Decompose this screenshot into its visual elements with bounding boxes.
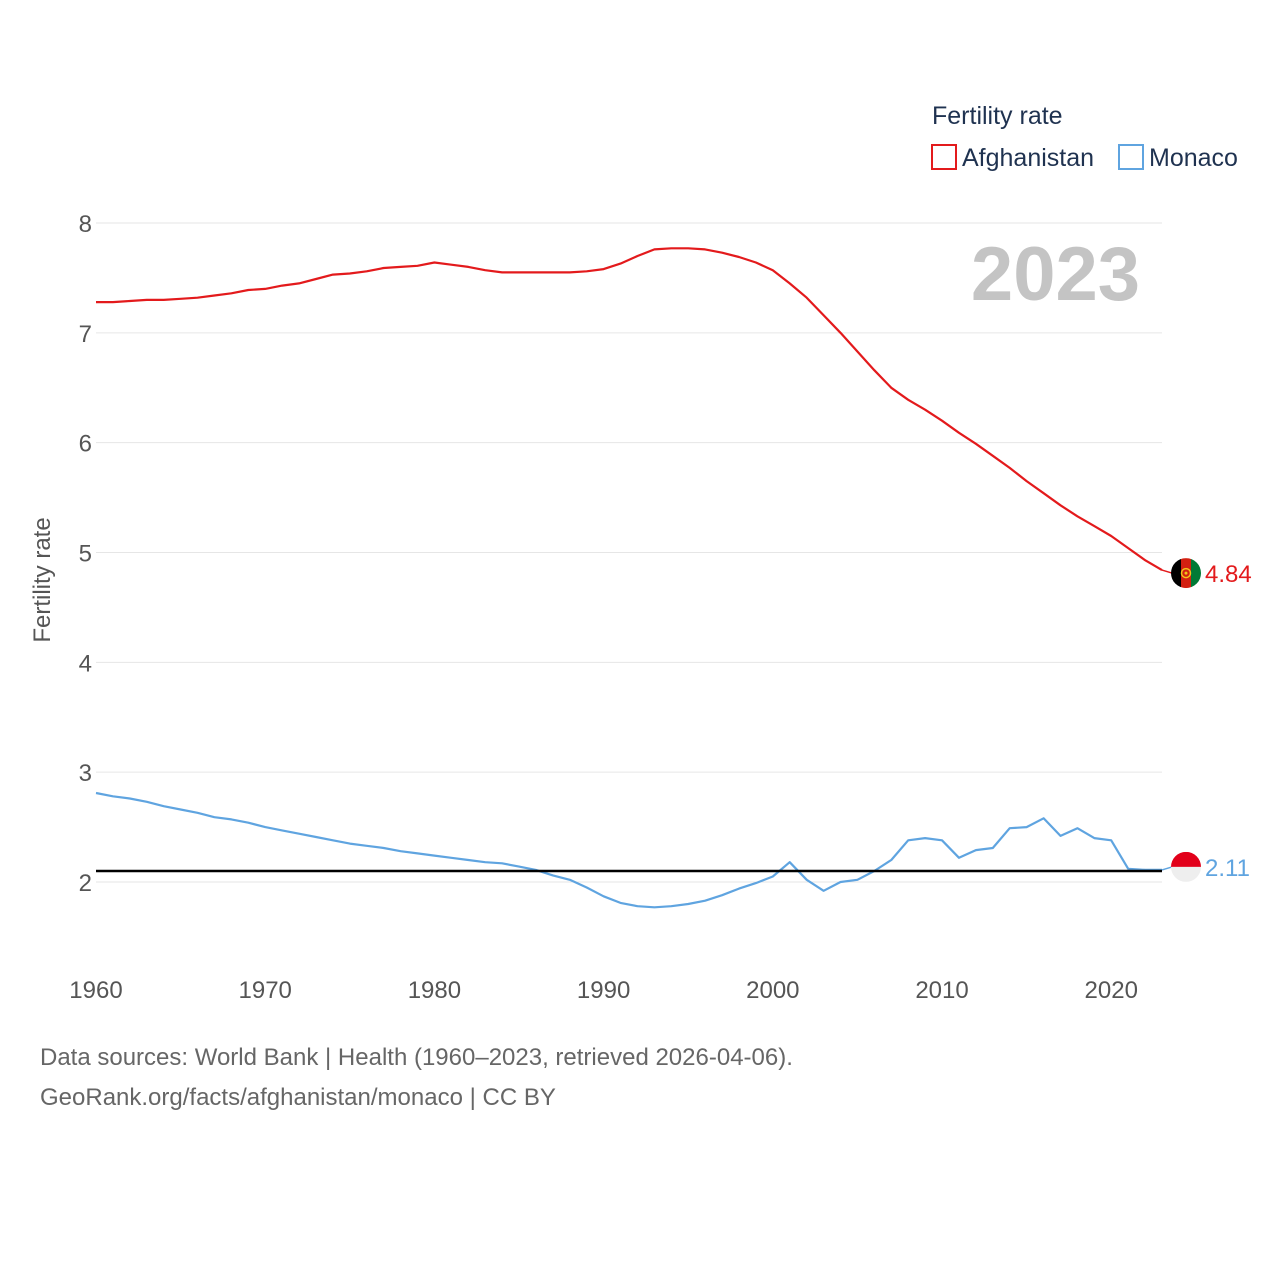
legend-label-afghanistan: Afghanistan xyxy=(962,144,1094,172)
x-tick-label-1970: 1970 xyxy=(239,977,292,1004)
monaco-flag-fill xyxy=(1171,851,1201,882)
y-tick-label-5: 5 xyxy=(79,541,92,568)
legend-swatch-afghanistan xyxy=(931,144,957,170)
monaco-flag-icon xyxy=(1171,851,1201,882)
y-axis-ticks: 2 3 4 5 6 7 8 xyxy=(79,211,92,897)
legend-swatch-monaco xyxy=(1118,144,1144,170)
end-value-afghanistan: 4.84 xyxy=(1205,561,1252,588)
y-tick-label-2: 2 xyxy=(79,870,92,897)
data-source-line: Data sources: World Bank | Health (1960–… xyxy=(40,1044,793,1071)
flag-emblem xyxy=(1180,567,1192,579)
legend-item-afghanistan[interactable]: Afghanistan xyxy=(931,144,1094,172)
flag-stripe-green xyxy=(1191,558,1201,589)
series-line-afghanistan xyxy=(96,247,1163,572)
year-watermark: 2023 xyxy=(971,232,1140,317)
y-tick-label-3: 3 xyxy=(79,760,92,787)
x-tick-label-1960: 1960 xyxy=(69,977,122,1004)
y-tick-label-8: 8 xyxy=(79,211,92,238)
end-value-monaco: 2.11 xyxy=(1205,855,1250,882)
series-endpoints: 4.84 2.11 xyxy=(1161,558,1252,882)
flag-stripe-red xyxy=(1171,851,1201,867)
x-tick-label-1980: 1980 xyxy=(408,977,461,1004)
x-tick-label-2020: 2020 xyxy=(1085,977,1138,1004)
legend-item-monaco[interactable]: Monaco xyxy=(1118,144,1238,172)
x-tick-label-2010: 2010 xyxy=(915,977,968,1004)
legend-label-monaco: Monaco xyxy=(1149,144,1238,172)
legend: Fertility rate Afghanistan Monaco xyxy=(931,102,1238,172)
endpoint-connector-afghanistan xyxy=(1161,569,1173,574)
y-tick-label-7: 7 xyxy=(79,321,92,348)
series-line-monaco xyxy=(95,791,1162,909)
series-lines xyxy=(95,247,1163,909)
y-tick-label-4: 4 xyxy=(79,650,92,677)
x-axis-ticks: 1960 1970 1980 1990 2000 2010 2020 xyxy=(69,977,1138,1004)
attribution-line[interactable]: GeoRank.org/facts/afghanistan/monaco | C… xyxy=(40,1084,556,1111)
endpoint-connector-monaco xyxy=(1161,866,1173,871)
flag-stripe-white xyxy=(1171,866,1201,882)
flag-stripe-black xyxy=(1171,558,1181,589)
y-axis-title: Fertility rate xyxy=(29,517,56,642)
flag-emblem-center xyxy=(1184,571,1188,575)
afghanistan-flag-fill xyxy=(1171,558,1201,589)
x-tick-label-2000: 2000 xyxy=(746,977,799,1004)
legend-title: Fertility rate xyxy=(932,102,1063,130)
y-tick-label-6: 6 xyxy=(79,431,92,458)
grid-lines xyxy=(96,222,1162,883)
afghanistan-flag-icon xyxy=(1171,558,1201,589)
x-tick-label-1990: 1990 xyxy=(577,977,630,1004)
